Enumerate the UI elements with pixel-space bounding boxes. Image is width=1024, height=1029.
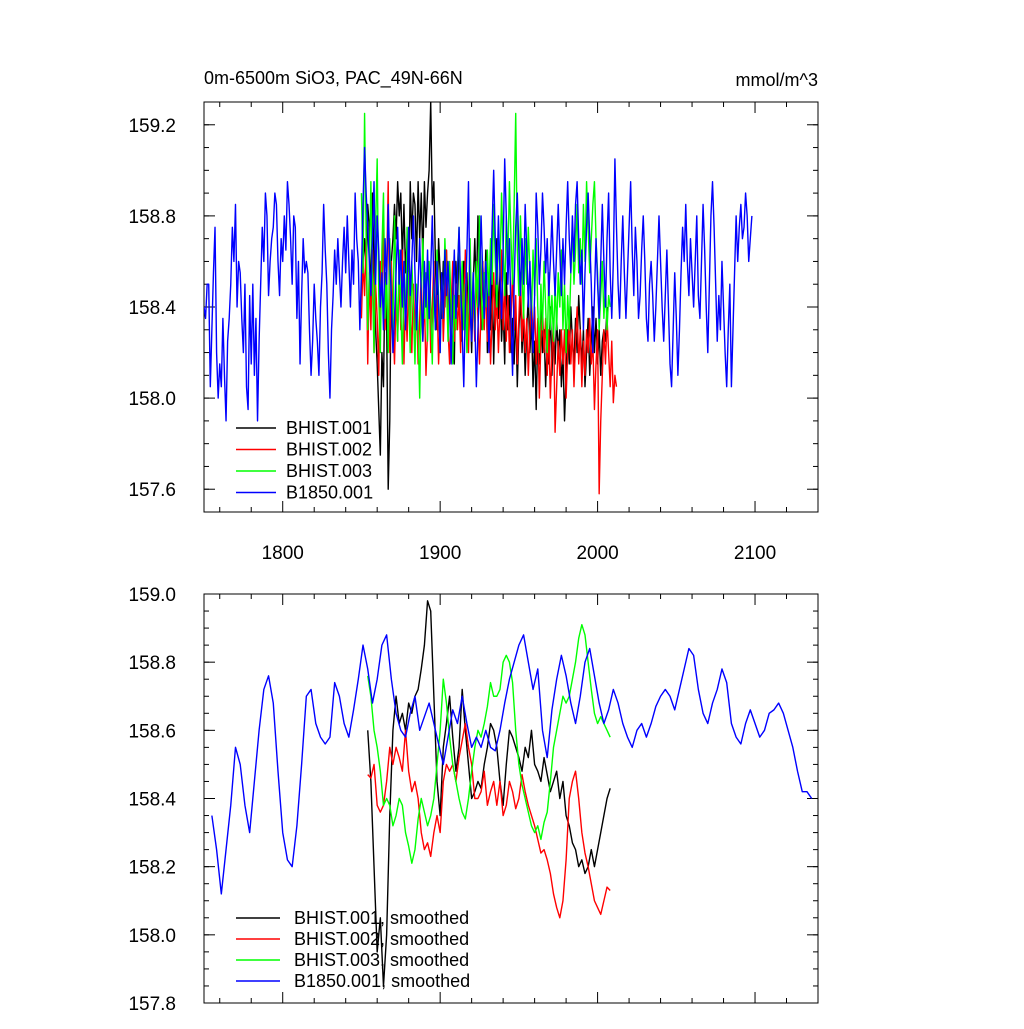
legend-label: BHIST.001, smoothed [294,908,469,928]
bottom-panel: 157.8 158.0 158.2 158.4 158.6 158.8 159.0 BHIST… [128,585,819,1015]
y-tick-label: 158.6 [128,721,176,742]
x-tick-label: 1900 [419,543,461,564]
chart-units: mmol/m^3 [736,70,818,90]
series-line-b1850-001 [204,146,753,422]
y-tick-label: 157.8 [128,994,176,1015]
series-line-bhist-002-smoothed [367,722,611,919]
y-tick-label: 158.4 [128,790,176,811]
legend-label: BHIST.002 [286,440,372,460]
y-tick-label: 158.0 [128,389,176,410]
series-line-bhist-003 [360,112,611,399]
top-panel: 157.6 158.0 158.4 158.8 159.2 1800 1900 2000 210… [128,101,819,564]
series-line-b1850-001-smoothed [211,634,813,895]
legend-label: BHIST.001 [286,418,372,438]
y-tick-label: 158.0 [128,926,176,947]
y-tick-label: 159.2 [128,116,176,137]
chart-title: 0m-6500m SiO3, PAC_49N-66N [204,68,463,89]
series-line-bhist-001-smoothed [367,600,611,987]
x-tick-label: 2000 [576,543,618,564]
y-tick-label: 159.0 [128,585,176,606]
legend-label: B1850.001 [286,483,373,503]
y-tick-label: 158.8 [128,207,176,228]
y-tick-label: 158.4 [128,298,176,319]
y-tick-label: 158.8 [128,653,176,674]
legend-label: BHIST.003 [286,461,372,481]
legend-label: B1850.001, smoothed [294,971,470,991]
y-tick-label: 158.2 [128,858,176,879]
x-tick-label: 2100 [734,543,776,564]
x-tick-label: 1800 [262,543,304,564]
legend-label: BHIST.003, smoothed [294,950,469,970]
legend-label: BHIST.002, smoothed [294,929,469,949]
y-tick-label: 157.6 [128,480,176,501]
